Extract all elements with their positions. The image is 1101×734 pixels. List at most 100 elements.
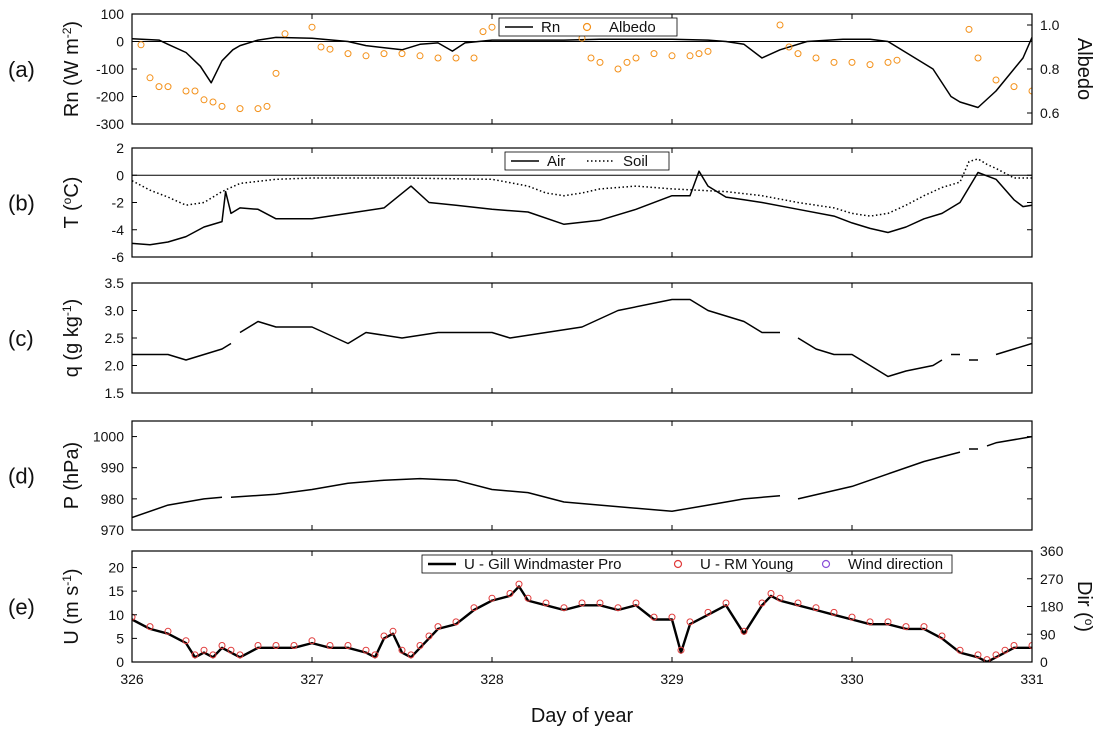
marker-albedo [1010, 83, 1018, 91]
marker-albedo [992, 76, 1000, 84]
marker-u-rm-young [884, 618, 892, 626]
marker-albedo [1083, 103, 1089, 109]
marker-albedo [398, 50, 406, 58]
y-tick-label: 0 [116, 34, 124, 50]
marker-wind-direction [687, 281, 693, 287]
legend-box [421, 554, 953, 574]
legend: Air Soil [504, 151, 670, 171]
marker-u-rm-young [272, 642, 280, 649]
panel-label: (d) [8, 464, 35, 489]
marker-albedo [866, 61, 874, 69]
y-axis-label: q (g kg-1) [60, 299, 83, 378]
y-tick-label: 10 [108, 607, 124, 623]
panel-label: (a) [8, 57, 35, 82]
y-axis-label-part: -1 [60, 575, 74, 586]
marker-albedo [416, 52, 424, 60]
x-tick-label: 331 [1020, 671, 1044, 687]
marker-u-rm-young [308, 637, 316, 645]
marker-albedo [884, 58, 892, 66]
marker-albedo [263, 102, 271, 110]
marker-u-rm-young [182, 637, 190, 645]
marker-wind-direction [561, 258, 567, 264]
y-tick-label: 2.5 [105, 330, 125, 346]
y-tick-label: 0 [116, 654, 124, 670]
x-tick-label: 327 [300, 671, 324, 687]
marker-u-rm-young [776, 594, 784, 602]
marker-u-rm-young [254, 642, 262, 649]
marker-albedo [704, 47, 712, 55]
marker-u-rm-young [830, 608, 838, 616]
y-axis-label: U (m s-1) [60, 568, 83, 644]
legend-label: Soil [623, 153, 648, 170]
panel-frame [131, 420, 1033, 531]
marker-u-rm-young [380, 632, 388, 640]
panel-label: (b) [8, 191, 35, 216]
marker-u-rm-young [992, 651, 1000, 659]
marker-u-rm-young [398, 646, 406, 654]
panel-c-data [132, 298, 1032, 378]
marker-u-rm-young [344, 642, 352, 649]
legend-marker [821, 559, 831, 569]
y-tick-label: -300 [96, 116, 124, 132]
marker-albedo [848, 58, 856, 66]
marker-albedo [137, 41, 145, 49]
y2-axis-label-part: Albedo [1073, 38, 1095, 100]
series-line-d [230, 477, 781, 513]
panel-c: 1.5 2.0 2.5 3.0 3.5 (c) q (g kg-1) [8, 275, 1033, 401]
marker-wind-direction [723, 376, 729, 382]
y2-tick-label: 0 [1040, 654, 1048, 670]
marker-u-rm-young [452, 618, 460, 626]
marker-u-rm-young [578, 599, 586, 607]
marker-u-rm-young [920, 623, 928, 631]
marker-albedo [218, 102, 226, 110]
marker-wind-direction [759, 281, 765, 287]
panel-a: -300 -200 -100 0 100 0.6 0.8 1.0 (a) Rn (W m-2) Al… [8, 6, 1095, 132]
y2-axis-label: Dir (o) [1073, 581, 1096, 632]
marker-u-rm-young [362, 646, 370, 654]
marker-albedo [794, 50, 802, 58]
y-tick-label: 3.5 [105, 275, 125, 291]
y-tick-label: 0 [116, 167, 124, 183]
y-axis-label-part: ) [61, 568, 83, 575]
marker-u-rm-young [326, 642, 334, 649]
marker-u-rm-young [614, 604, 622, 612]
marker-albedo [650, 50, 658, 58]
y2-axis-label-part: o [1082, 619, 1096, 626]
y-axis-label-part: Rn (W m [61, 38, 83, 117]
marker-u-rm-young [956, 646, 964, 654]
marker-albedo [623, 58, 631, 66]
marker-wind-direction [309, 305, 315, 311]
marker-u-rm-young [767, 590, 775, 597]
marker-u-rm-young [227, 646, 235, 654]
marker-u-rm-young [974, 651, 982, 659]
y-axis-label-part: ) [61, 21, 83, 28]
panel-b: -6 -4 -2 0 2 (b) T (oC) Air Soil [8, 140, 1033, 265]
marker-wind-direction [669, 328, 675, 334]
y-axis-label-part: ) [61, 299, 83, 306]
legend-label: Albedo [609, 19, 656, 36]
marker-wind-direction [273, 281, 279, 287]
marker-wind-direction [489, 376, 495, 382]
marker-u-rm-young [938, 632, 946, 640]
marker-wind-direction [417, 328, 423, 334]
marker-albedo [317, 43, 325, 51]
y2-axis-label-part: ) [1073, 625, 1095, 632]
marker-wind-direction [651, 281, 657, 287]
marker-u-rm-young [983, 656, 991, 662]
y-axis-label: T (oC) [60, 177, 83, 229]
marker-u-rm-young [704, 608, 712, 616]
y2-tick-label: 360 [1040, 543, 1064, 559]
series-line-c [132, 342, 232, 361]
marker-wind-direction [867, 187, 873, 193]
y2-tick-label: 180 [1040, 599, 1064, 615]
marker-albedo [632, 54, 640, 62]
marker-albedo [974, 54, 982, 62]
marker-wind-direction [525, 281, 531, 287]
legend-label: U - RM Young [700, 556, 793, 573]
marker-albedo [668, 52, 676, 60]
y2-tick-label: 0.8 [1040, 61, 1060, 77]
marker-wind-direction [399, 281, 405, 287]
marker-albedo [893, 56, 901, 64]
series-line-d [986, 435, 1032, 447]
